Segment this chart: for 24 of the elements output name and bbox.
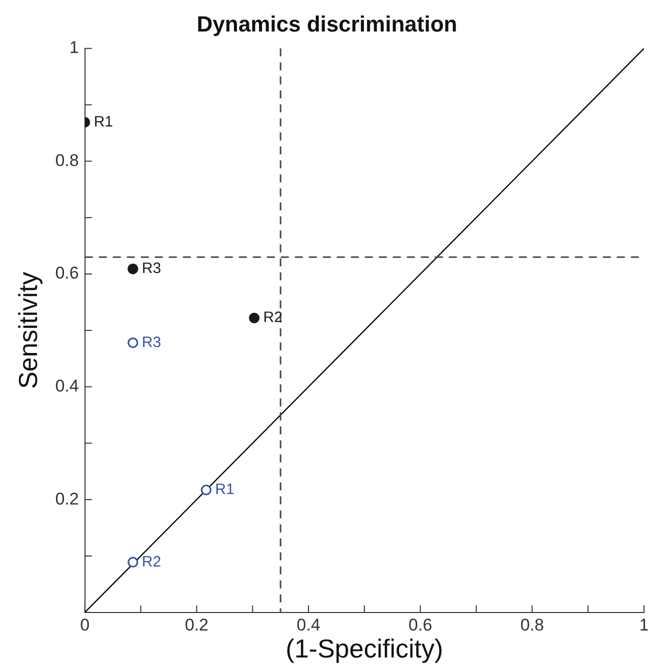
y-tick-label: 1: [69, 38, 79, 58]
x-axis-title: (1-Specificity): [286, 634, 444, 664]
chart-title: Dynamics discrimination: [196, 11, 458, 36]
x-tick-label: 0: [80, 615, 90, 634]
x-tick-label: 1: [639, 615, 649, 634]
y-tick-label: 0.6: [55, 264, 79, 283]
annotation: R2: [142, 553, 162, 570]
annotation: R1: [215, 481, 234, 498]
x-tick-label: 0.4: [296, 615, 320, 634]
annotation: R3: [142, 334, 162, 351]
x-tick-label: 0.8: [520, 615, 544, 634]
y-axis-title: Sensitivity: [12, 272, 43, 389]
annotation: R1: [94, 113, 114, 130]
y-tick-label: 0.2: [55, 489, 79, 508]
y-tick-label: 0.8: [55, 150, 79, 170]
point: [128, 264, 138, 274]
y-tick-label: 0.4: [55, 376, 79, 396]
x-tick-label: 0.6: [408, 615, 432, 634]
point: [248, 312, 260, 324]
point: [128, 556, 138, 568]
annotation: R3: [142, 260, 162, 278]
point: [200, 484, 212, 496]
point: [128, 338, 138, 348]
x-tick-label: 0.2: [184, 615, 208, 634]
